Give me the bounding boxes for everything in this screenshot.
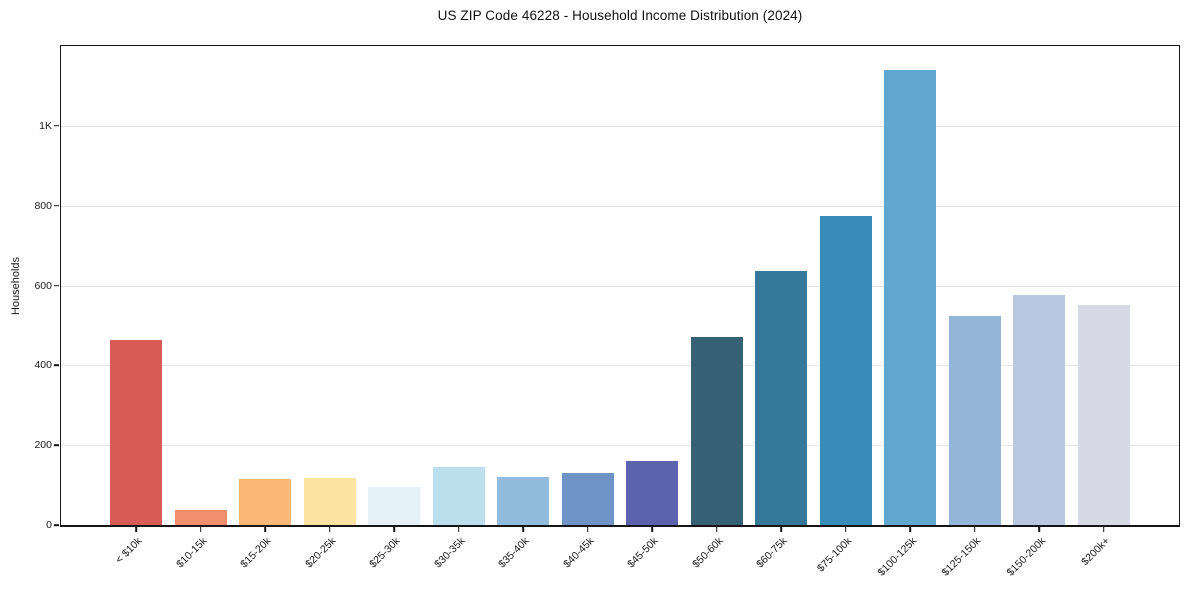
x-tick-mark <box>199 527 202 532</box>
x-tick-mark <box>1102 527 1105 532</box>
y-tick-mark <box>54 125 59 127</box>
x-tick-mark <box>328 527 331 532</box>
x-tick-mark <box>844 527 847 532</box>
y-axis-title-text: Households <box>10 256 22 316</box>
bar-slot: $50-60k <box>685 46 750 570</box>
x-tick-mark <box>457 527 460 532</box>
bar-30-35k <box>432 467 485 525</box>
bar-slot: < $10k <box>104 46 169 566</box>
bar-slot: $10-15k <box>169 46 234 570</box>
x-tick-mark <box>586 527 589 532</box>
y-tick-label: 1K <box>39 119 52 132</box>
x-tick-label: $15-20k <box>238 535 274 571</box>
y-tick-label: 400 <box>34 359 52 372</box>
bar-75-100k <box>819 216 872 525</box>
bar-25-30k <box>368 486 421 525</box>
bar-15-20k <box>239 478 292 525</box>
bar-slot: $200k+ <box>1072 46 1137 568</box>
gridline <box>61 365 1179 367</box>
bar-45-50k <box>626 460 679 525</box>
plot-area: 0 200 400 600 800 1K < $10k $10-15k $15-20k $20-… <box>34 45 1180 579</box>
x-tick-label: $35-40k <box>496 535 532 571</box>
x-tick-mark <box>973 527 976 532</box>
gridline <box>61 285 1179 287</box>
bar-slot: $25-30k <box>362 46 427 570</box>
x-tick-label: $20-25k <box>302 535 339 571</box>
bar-125-150k <box>948 315 1001 525</box>
gridline <box>61 205 1179 207</box>
x-tick-label: $10-15k <box>173 535 210 571</box>
x-tick-mark <box>909 527 912 532</box>
x-tick-mark <box>1038 527 1041 532</box>
y-tick-mark <box>54 284 59 287</box>
bar-50-60k <box>690 337 743 525</box>
x-tick-mark <box>393 527 396 532</box>
x-tick-label: $150-200k <box>1004 535 1048 579</box>
y-tick-mark <box>54 524 59 526</box>
bar-slot: $75-100k <box>814 46 879 574</box>
bar-slot: $60-75k <box>749 46 814 570</box>
gridline <box>61 445 1179 447</box>
y-tick-label: 800 <box>34 199 52 212</box>
x-tick-mark <box>715 527 718 532</box>
bar-slot: $15-20k <box>233 46 298 570</box>
bar-40-45k <box>561 472 614 525</box>
bar-slot: $150-200k <box>1004 46 1072 579</box>
bar-60-75k <box>755 271 808 525</box>
x-tick-label: $25-30k <box>367 535 403 571</box>
bar-35-40k <box>497 476 550 525</box>
x-tick-label: $50-60k <box>689 535 726 571</box>
x-tick-label: $60-75k <box>754 535 790 571</box>
bar-20-25k <box>303 477 356 525</box>
x-tick-label: $100-125k <box>875 535 919 579</box>
gridline <box>61 125 1179 127</box>
bar-150-200k <box>1013 295 1066 525</box>
y-tick-label: 200 <box>34 439 52 452</box>
bar-200k+ <box>1077 305 1130 525</box>
bar-slot: $125-150k <box>940 46 1008 579</box>
x-tick-label: $200k+ <box>1079 535 1113 569</box>
bar-100-125k <box>884 69 937 525</box>
bar-slot: $40-45k <box>556 46 621 570</box>
x-tick-label: $45-50k <box>625 535 661 571</box>
y-tick-mark <box>54 204 59 207</box>
bar-slot: $30-35k <box>427 46 492 570</box>
bar-slot: $100-125k <box>875 46 943 579</box>
bar-10-15k <box>174 509 227 525</box>
x-tick-label: $30-35k <box>431 535 468 571</box>
bar-slot: $45-50k <box>620 46 685 570</box>
bar-slot: $20-25k <box>298 46 363 570</box>
x-tick-mark <box>780 527 783 532</box>
y-tick-label: 600 <box>34 279 52 292</box>
x-tick-mark <box>522 527 525 532</box>
bar-slot: $35-40k <box>491 46 556 570</box>
x-tick-mark <box>651 527 654 532</box>
gridlines-layer: 0 200 400 600 800 1K <box>34 46 1179 531</box>
y-tick-mark <box>54 364 59 367</box>
bar-10k <box>110 340 163 525</box>
x-tick-label: $125-150k <box>939 535 984 579</box>
x-tick-label: $40-45k <box>560 535 597 571</box>
x-tick-label: < $10k <box>113 535 145 566</box>
bars-layer: < $10k $10-15k $15-20k $20-25k $25-30k $30-35… <box>61 46 1179 579</box>
y-tick-mark <box>54 444 59 446</box>
chart-title: US ZIP Code 46228 - Household Income Dis… <box>437 8 803 23</box>
x-tick-mark <box>135 527 138 532</box>
y-tick-label: 0 <box>46 519 52 531</box>
x-tick-label: $75-100k <box>814 535 855 575</box>
x-tick-mark <box>264 527 267 532</box>
